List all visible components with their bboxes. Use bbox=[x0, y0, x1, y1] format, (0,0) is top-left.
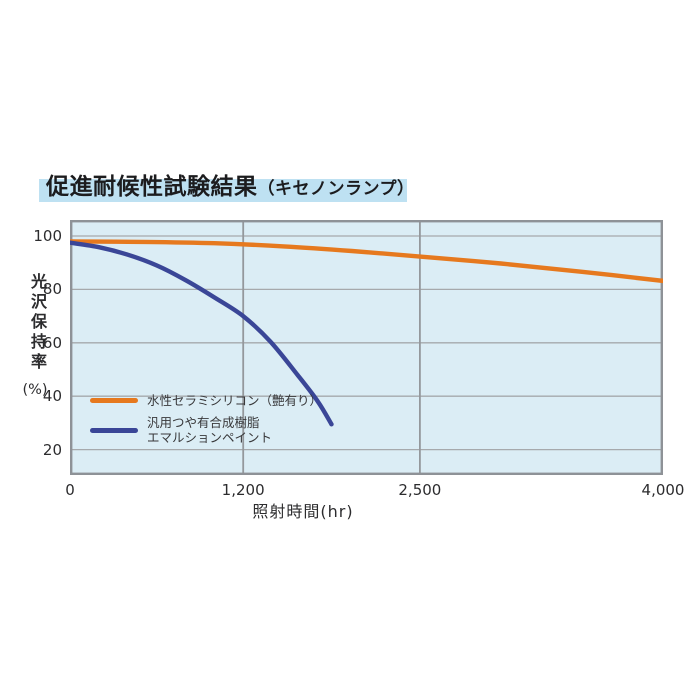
x-tick-label: 2,500 bbox=[398, 481, 442, 499]
chart-canvas bbox=[70, 220, 663, 475]
y-tick-label: 60 bbox=[42, 333, 62, 352]
y-tick-label: 100 bbox=[33, 227, 62, 246]
y-axis-unit: (%) bbox=[22, 382, 48, 398]
legend: 水性セラミシリコン（艶有り） 汎用つや有合成樹脂 エマルションペイント bbox=[90, 393, 322, 445]
x-tick-label: 4,000 bbox=[641, 481, 685, 499]
plot-area: 水性セラミシリコン（艶有り） 汎用つや有合成樹脂 エマルションペイント bbox=[70, 220, 663, 475]
legend-item-ceramisilicon: 水性セラミシリコン（艶有り） bbox=[90, 393, 322, 408]
title-paren-text: （キセノンランプ） bbox=[257, 179, 415, 199]
chart-title-block: 促進耐候性試験結果（キセノンランプ） bbox=[0, 160, 700, 210]
series-line-ceramisilicon bbox=[70, 239, 663, 284]
legend-label-series1: 水性セラミシリコン（艶有り） bbox=[147, 393, 323, 408]
legend-label-series2-line2: エマルションペイント bbox=[147, 430, 273, 445]
legend-item-emulsion-paint: 汎用つや有合成樹脂 エマルションペイント bbox=[90, 415, 322, 445]
legend-swatch-blue bbox=[90, 427, 138, 433]
title-main-text: 促進耐候性試験結果 bbox=[46, 174, 258, 200]
y-tick-label: 20 bbox=[42, 440, 62, 459]
page-title: 促進耐候性試験結果（キセノンランプ） bbox=[46, 164, 415, 202]
legend-label-series2-line1: 汎用つや有合成樹脂 bbox=[147, 415, 260, 430]
title-highlight-bar bbox=[39, 179, 407, 202]
y-tick-label: 40 bbox=[42, 387, 62, 406]
legend-swatch-orange bbox=[90, 398, 138, 403]
x-tick-label: 0 bbox=[65, 481, 75, 499]
series-line-emulsion-paint bbox=[70, 240, 334, 427]
y-tick-label: 80 bbox=[42, 280, 62, 299]
x-axis-title: 照射時間(hr) bbox=[252, 502, 354, 521]
x-tick-label: 1,200 bbox=[221, 481, 265, 499]
y-axis-title: 光沢保持率 bbox=[28, 273, 47, 373]
plot-frame bbox=[70, 220, 663, 475]
legend-label-series2: 汎用つや有合成樹脂 エマルションペイント bbox=[147, 415, 272, 445]
